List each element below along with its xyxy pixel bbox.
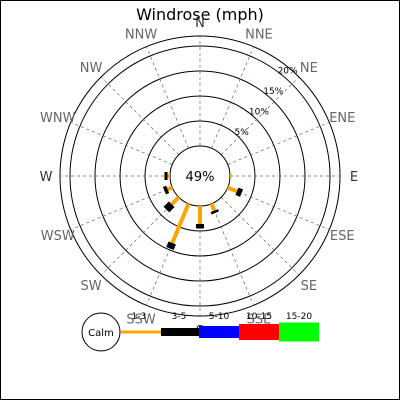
direction-label-sw: SW	[81, 279, 102, 294]
spoke-sw	[100, 196, 180, 276]
legend-calm-label: Calm	[88, 328, 114, 339]
spoke-sse	[211, 203, 254, 306]
spoke-wsw	[70, 187, 173, 230]
spoke-nw	[100, 76, 180, 156]
wind-bar-sw-3-5	[163, 201, 175, 213]
direction-label-ne: NE	[300, 61, 318, 76]
direction-label-se: SE	[301, 279, 317, 294]
legend-label-10-15: 10-15	[246, 312, 272, 322]
ring-label-4: 20%	[278, 67, 298, 77]
ring-label-1: 5%	[235, 128, 250, 138]
spoke-nnw	[146, 46, 189, 149]
ring-label-2: 10%	[249, 107, 269, 117]
wind-bar-ssw-3-5	[166, 241, 176, 251]
wind-bar-ese-1-3	[226, 185, 238, 194]
calm-percent: 49%	[186, 170, 215, 185]
spoke-wnw	[70, 122, 173, 165]
direction-label-w: W	[40, 170, 53, 185]
ring-4	[69, 45, 331, 307]
spoke-se	[220, 196, 300, 276]
wind-bar-sse-3-5	[210, 209, 220, 215]
direction-label-nne: NNE	[245, 28, 273, 43]
direction-label-n: N	[195, 16, 205, 31]
chart-title: Windrose (mph)	[136, 5, 264, 24]
wind-bar-wsw-1-3	[166, 185, 174, 192]
wind-bar-ese-3-5	[235, 187, 244, 197]
direction-label-nw: NW	[80, 61, 103, 76]
spoke-ese	[227, 187, 330, 230]
legend-label-1-3: 1-3	[132, 312, 147, 322]
direction-label-ene: ENE	[329, 111, 355, 126]
direction-label-nnw: NNW	[125, 28, 157, 43]
wind-bar-wsw-3-5	[162, 185, 170, 195]
legend-swatch-15-20	[279, 322, 319, 342]
spoke-nne	[211, 46, 254, 149]
direction-label-wsw: WSW	[41, 229, 75, 244]
direction-label-ssw: SSW	[126, 312, 156, 327]
legend-swatch-3-5	[161, 328, 199, 336]
direction-label-ese: ESE	[330, 229, 355, 244]
direction-label-e: E	[350, 170, 358, 185]
legend-swatch-10-15	[239, 324, 279, 340]
legend-label-5-10: 5-10	[209, 312, 230, 322]
wind-bar-sw-1-3	[170, 195, 181, 206]
spoke-ne	[220, 76, 300, 156]
direction-label-wnw: WNW	[40, 111, 76, 126]
direction-label-sse: SSE	[247, 312, 272, 327]
wind-bar-sse-1-3	[209, 202, 217, 212]
legend-label-3-5: 3-5	[172, 312, 187, 322]
spoke-ene	[227, 122, 330, 165]
wind-bar-ssw-1-3	[170, 202, 191, 244]
legend-label-15-20: 15-20	[286, 312, 312, 322]
legend-calm-circle	[81, 312, 121, 352]
legend-swatch-5-10	[199, 326, 239, 338]
ring-label-3: 15%	[263, 87, 283, 97]
